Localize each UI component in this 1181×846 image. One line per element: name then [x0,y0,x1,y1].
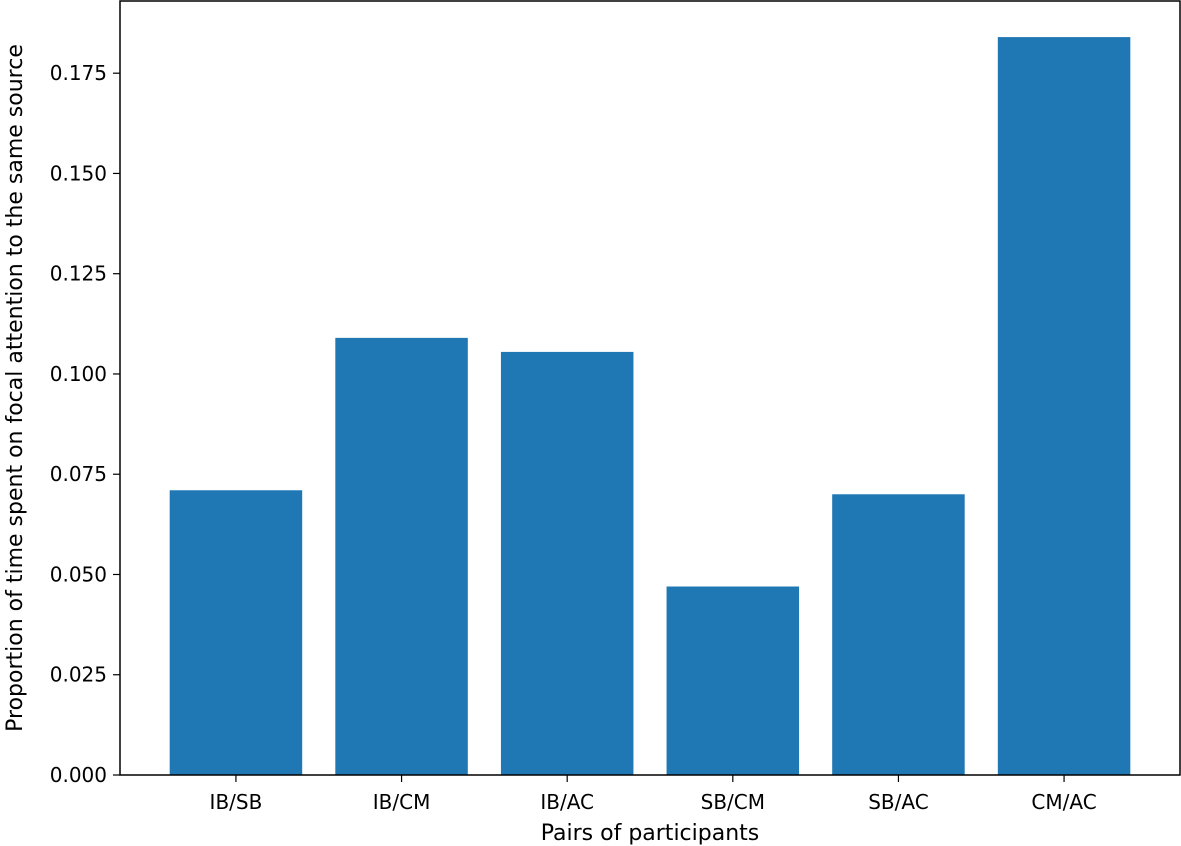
x-axis-label: Pairs of participants [541,821,760,846]
bar-ib-sb [169,490,303,775]
y-tick-label: 0.025 [50,663,107,687]
y-tick-label: 0.175 [50,61,107,85]
x-tick-label: SB/AC [868,790,928,814]
x-tick-label: CM/AC [1031,790,1096,814]
x-tick-label: IB/CM [373,790,431,814]
y-tick-label: 0.150 [50,161,107,185]
bar-sb-ac [832,494,965,775]
x-tick-label: IB/AC [540,790,594,814]
bar-ib-ac [500,351,634,775]
y-tick-label: 0.075 [50,462,107,486]
bar-cm-ac [997,37,1131,776]
y-tick-label: 0.050 [50,562,107,586]
y-axis-ticks: 0.000 0.025 0.050 0.075 0.100 0.125 0.150 0.175 [50,61,120,787]
bar-ib-cm [335,337,468,775]
plot-frame [119,0,1181,776]
y-axis-label: Proportion of time spent on focal attent… [3,44,28,732]
bars-group [169,37,1131,776]
x-tick-label: IB/SB [210,790,263,814]
y-tick-label: 0.125 [50,262,107,286]
x-axis-ticks: IB/SB IB/CM IB/AC SB/CM SB/AC CM/AC [210,775,1097,814]
x-tick-label: SB/CM [701,790,765,814]
y-tick-label: 0.000 [50,763,107,787]
bar-sb-cm [666,586,800,775]
y-tick-label: 0.100 [50,362,107,386]
